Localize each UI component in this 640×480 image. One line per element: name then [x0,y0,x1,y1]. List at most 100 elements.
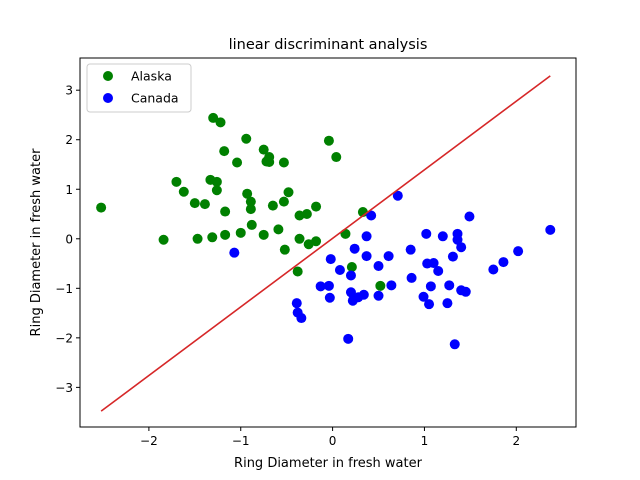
point-canada [325,254,336,265]
point-canada [424,299,435,310]
point-alaska [278,157,289,168]
point-canada [437,231,448,242]
point-alaska [323,135,334,146]
point-canada [513,246,524,257]
point-alaska [301,209,312,220]
point-alaska [273,224,284,235]
point-canada [433,265,444,276]
point-canada [229,247,240,258]
point-canada [498,257,509,268]
point-canada [373,290,384,301]
point-canada [345,287,356,298]
point-canada [323,280,334,291]
point-alaska [220,229,231,240]
legend-label-alaska: Alaska [131,69,172,84]
point-alaska [283,187,294,198]
point-alaska [278,196,289,207]
point-alaska [189,198,200,209]
point-alaska [246,219,257,230]
point-canada [425,281,436,292]
point-canada [291,298,302,309]
point-alaska [340,228,351,239]
point-alaska [158,234,169,245]
legend-label-canada: Canada [131,91,179,106]
point-alaska [220,206,231,217]
point-alaska [346,262,357,273]
point-alaska [245,196,256,207]
x-tick-label: −2 [140,434,158,448]
chart-title: linear discriminant analysis [229,37,428,53]
point-canada [361,251,372,262]
point-canada [373,261,384,272]
point-canada [428,258,439,269]
x-tick-label: 2 [512,434,520,448]
x-tick-label: 1 [421,434,429,448]
point-alaska [171,176,182,187]
y-tick-label: 1 [65,183,73,197]
point-canada [386,280,397,291]
point-alaska [331,152,342,163]
point-alaska [279,244,290,255]
point-canada [464,211,475,222]
point-alaska [375,280,386,291]
y-tick-label: 3 [65,84,73,98]
point-alaska [311,236,322,247]
point-canada [296,313,307,324]
point-alaska [199,199,210,210]
point-canada [405,244,416,255]
legend-marker-alaska [103,71,113,81]
point-alaska [96,202,107,213]
point-canada [449,339,460,350]
x-tick-label: −1 [232,434,250,448]
point-canada [361,231,372,242]
points-layer [96,112,556,350]
y-tick-label: 2 [65,133,73,147]
point-alaska [242,188,253,199]
point-canada [421,228,432,239]
point-canada [324,292,335,303]
y-tick-label: 0 [65,232,73,246]
point-alaska [208,112,219,123]
point-alaska [232,157,243,168]
x-tick-label: 0 [329,434,337,448]
point-canada [444,280,455,291]
point-canada [460,286,471,297]
point-alaska [267,200,278,211]
point-canada [456,242,467,253]
point-canada [349,243,360,254]
point-canada [488,264,499,275]
point-canada [315,281,326,292]
point-canada [452,234,463,245]
y-axis-ticks: −3 −2 −1 0 1 2 3 [55,84,80,395]
point-canada [392,190,403,201]
point-canada [334,264,345,275]
discriminant-line-layer [100,75,551,412]
y-tick-label: −2 [55,331,73,345]
point-alaska [258,229,269,240]
x-axis-ticks: −2 −1 0 1 2 [140,427,520,448]
point-alaska [207,232,218,243]
y-tick-label: −3 [55,381,73,395]
point-alaska [192,233,203,244]
legend-marker-canada [103,93,113,103]
point-canada [343,333,354,344]
y-axis-label: Ring Diameter in fresh water [29,148,44,337]
point-alaska [235,227,246,238]
point-canada [447,251,458,262]
point-alaska [245,204,256,215]
point-canada [383,251,394,262]
x-axis-label: Ring Diameter in fresh water [234,456,423,471]
point-alaska [294,233,305,244]
y-tick-label: −1 [55,282,73,296]
point-alaska [241,133,252,144]
plot-frame [79,57,577,428]
point-alaska [264,157,275,168]
point-canada [545,224,556,235]
point-canada [366,210,377,221]
point-canada [406,272,417,283]
discriminant-line [100,75,551,412]
point-canada [418,291,429,302]
point-alaska [311,201,322,212]
point-canada [442,298,453,309]
